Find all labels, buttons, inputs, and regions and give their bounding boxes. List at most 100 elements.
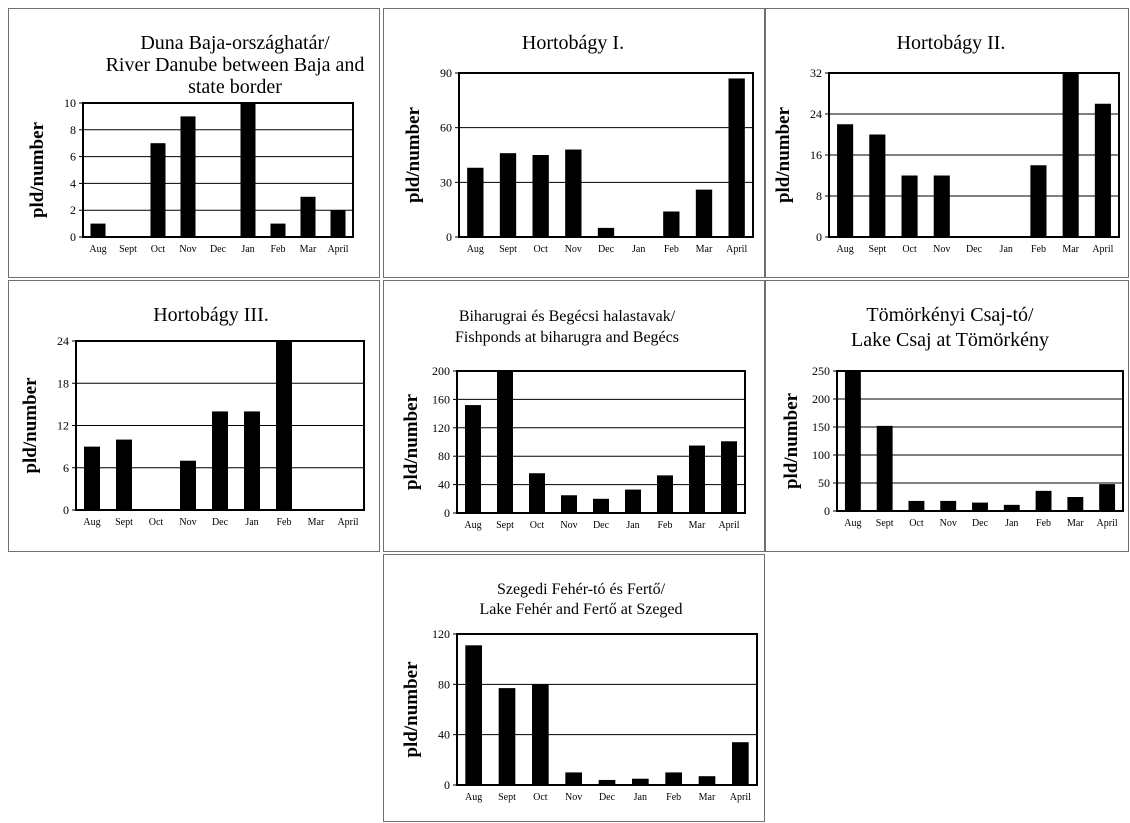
x-tick-label: Oct: [909, 518, 924, 529]
x-tick-label: Jan: [626, 520, 639, 531]
chart-title-line: River Danube between Baja and: [106, 54, 365, 76]
x-tick-label: Oct: [902, 244, 917, 255]
y-tick-label: 250: [812, 364, 830, 378]
y-tick-label: 32: [810, 66, 822, 80]
x-tick-label: Sept: [498, 792, 516, 803]
y-tick-label: 90: [440, 66, 452, 80]
plot-frame: [456, 633, 758, 786]
y-tick-label: 8: [70, 123, 76, 137]
bar-chart: Hortobágy I. 0 30 60 90 Aug Sept Oct Nov Dec Jan Fe…: [403, 32, 754, 255]
y-tick-label: 0: [444, 778, 450, 792]
bar: [565, 149, 582, 237]
x-tick-label: Dec: [599, 792, 616, 803]
x-tick-label: Dec: [598, 244, 615, 255]
x-tick-label: April: [337, 517, 358, 528]
x-tick-label: Oct: [530, 520, 545, 531]
x-tick-label: Mar: [696, 244, 713, 255]
y-tick-label: 0: [63, 503, 69, 517]
x-tick-label: April: [1097, 518, 1118, 529]
y-tick-label: 16: [810, 148, 822, 162]
x-tick-label: Oct: [533, 244, 548, 255]
x-tick-label: Aug: [89, 244, 106, 255]
bar: [84, 446, 100, 510]
x-tick-label: Aug: [836, 244, 853, 255]
bar-chart: Hortobágy III. 0 6 12 18 24 Aug Sept Oct Nov Dec Ja…: [20, 304, 365, 528]
bar: [728, 78, 745, 237]
y-tick-label: 30: [440, 175, 452, 189]
bar: [180, 460, 196, 510]
chart-panel: Hortobágy II. 0 8 16 24 32 Aug Sept Oct Nov Dec Jan…: [765, 8, 1129, 278]
x-tick-label: Sept: [876, 518, 894, 529]
chart-title-line: Lake Csaj at Tömörkény: [851, 329, 1049, 351]
bar: [665, 772, 682, 785]
bar: [465, 405, 481, 513]
x-tick-label: Nov: [565, 244, 582, 255]
chart-title-line: Tömörkényi Csaj-tó/: [866, 304, 1034, 326]
bar: [532, 155, 549, 237]
x-tick-label: Oct: [533, 792, 548, 803]
x-tick-label: April: [327, 244, 348, 255]
bar: [657, 475, 673, 513]
bar: [593, 498, 609, 513]
x-tick-label: Nov: [179, 244, 196, 255]
bar-chart: Tömörkényi Csaj-tó/Lake Csaj at Tömörkén…: [781, 304, 1124, 529]
x-tick-label: Jan: [245, 517, 258, 528]
y-tick-label: 160: [432, 392, 450, 406]
bar: [908, 500, 925, 511]
bar-chart: Duna Baja-országhatár/River Danube betwe…: [27, 32, 365, 255]
bar: [497, 371, 513, 513]
chart-title-line: Fishponds at biharugra and Begécs: [455, 329, 679, 346]
plot-frame: [458, 72, 754, 238]
bar: [632, 778, 649, 785]
y-tick-label: 12: [57, 419, 69, 433]
bar: [116, 439, 132, 510]
x-tick-label: Aug: [467, 244, 484, 255]
y-axis-label: pld/number: [401, 661, 422, 758]
bar-chart: Szegedi Fehér-tó és Fertő/Lake Fehér and…: [401, 581, 758, 803]
x-tick-label: Mar: [1067, 518, 1084, 529]
chart-title-line: Biharugrai és Begécsi halastavak/: [459, 308, 676, 325]
y-axis-label: pld/number: [27, 121, 48, 218]
bar: [597, 227, 615, 237]
x-tick-label: Dec: [593, 520, 610, 531]
x-tick-label: April: [726, 244, 747, 255]
bar: [532, 684, 549, 785]
plot-frame: [828, 72, 1120, 238]
bar: [844, 371, 861, 511]
y-tick-label: 0: [446, 230, 452, 244]
bar: [270, 223, 286, 237]
bar-chart: Hortobágy II. 0 8 16 24 32 Aug Sept Oct Nov Dec Jan…: [773, 32, 1120, 255]
bar: [721, 441, 737, 513]
bar: [565, 772, 582, 785]
x-tick-label: Jan: [632, 244, 645, 255]
y-axis-label: pld/number: [781, 392, 802, 489]
y-tick-label: 40: [438, 728, 450, 742]
x-tick-label: Jan: [1005, 518, 1018, 529]
x-tick-label: Nov: [933, 244, 950, 255]
x-tick-label: Mar: [308, 517, 325, 528]
chart-panel: Szegedi Fehér-tó és Fertő/Lake Fehér and…: [383, 554, 765, 822]
bar: [689, 445, 705, 513]
bar: [1062, 73, 1079, 237]
chart-title-line: Lake Fehér and Fertő at Szeged: [479, 601, 682, 618]
x-tick-label: April: [1092, 244, 1113, 255]
bar: [1035, 490, 1052, 511]
bar: [625, 489, 641, 513]
y-axis-label: pld/number: [20, 377, 41, 474]
bar: [467, 167, 484, 237]
bar: [1030, 165, 1047, 237]
bar: [465, 645, 482, 785]
bar: [90, 223, 106, 237]
y-tick-label: 0: [824, 504, 830, 518]
x-tick-label: Feb: [1036, 518, 1051, 529]
x-tick-label: Feb: [1031, 244, 1046, 255]
y-tick-label: 100: [812, 448, 830, 462]
x-tick-label: Sept: [499, 244, 517, 255]
chart-panel: Tömörkényi Csaj-tó/Lake Csaj at Tömörkén…: [765, 280, 1129, 552]
chart-title-line: state border: [188, 76, 282, 98]
x-tick-label: Feb: [666, 792, 681, 803]
x-tick-label: Sept: [115, 517, 133, 528]
x-tick-label: Feb: [271, 244, 286, 255]
x-tick-label: Feb: [664, 244, 679, 255]
